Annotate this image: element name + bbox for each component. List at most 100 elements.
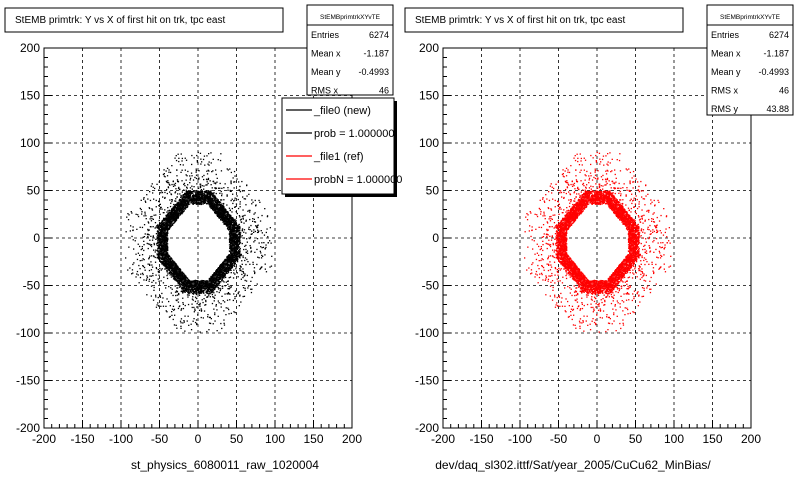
data-point: [226, 268, 228, 270]
data-point: [257, 231, 259, 233]
data-point: [177, 278, 179, 280]
data-point: [254, 221, 256, 223]
data-point: [198, 293, 200, 295]
data-point: [194, 286, 196, 289]
data-point: [218, 291, 220, 294]
data-point: [234, 181, 236, 183]
data-point: [230, 265, 232, 267]
data-point: [159, 256, 161, 258]
data-point: [260, 257, 263, 259]
data-point: [219, 204, 222, 206]
data-point: [233, 272, 235, 274]
data-point: [187, 296, 189, 298]
data-point: [202, 289, 204, 291]
data-point: [175, 265, 177, 267]
data-point: [152, 186, 154, 188]
data-point: [239, 250, 241, 252]
data-point: [177, 283, 179, 285]
data-point: [165, 215, 168, 217]
data-point: [255, 205, 257, 207]
data-point: [211, 285, 213, 287]
data-point: [237, 245, 239, 247]
data-point: [169, 267, 171, 269]
data-point: [196, 195, 198, 197]
data-point: [239, 294, 241, 296]
data-point: [165, 249, 167, 251]
data-point: [247, 210, 249, 212]
data-point: [234, 296, 236, 298]
data-point: [215, 284, 217, 286]
data-point: [242, 196, 244, 198]
data-point: [187, 278, 189, 281]
data-point: [221, 295, 223, 297]
data-point: [230, 286, 232, 288]
data-point: [238, 291, 240, 293]
data-point: [199, 305, 201, 307]
data-point: [149, 275, 151, 277]
data-point: [196, 322, 198, 325]
data-point: [181, 284, 183, 286]
data-point: [180, 196, 182, 198]
data-point: [203, 185, 205, 187]
data-point: [216, 269, 218, 271]
data-point: [196, 193, 199, 195]
data-point: [152, 235, 154, 237]
data-point: [177, 193, 179, 195]
data-point: [176, 264, 178, 267]
data-point: [203, 292, 205, 294]
data-point: [269, 266, 271, 268]
data-point: [169, 274, 171, 276]
data-point: [188, 192, 190, 195]
data-point: [197, 289, 200, 291]
data-point: [137, 252, 139, 254]
data-point: [236, 242, 238, 244]
data-point: [157, 269, 159, 271]
data-point: [209, 287, 211, 289]
data-point: [202, 158, 205, 161]
data-point: [230, 181, 232, 183]
data-point: [180, 194, 182, 197]
data-point: [208, 192, 210, 194]
data-point: [172, 274, 174, 276]
data-point: [168, 300, 170, 303]
data-point: [208, 193, 210, 195]
data-point: [221, 205, 223, 207]
data-point: [138, 282, 140, 284]
data-point: [193, 202, 196, 204]
data-point: [229, 233, 231, 235]
data-point: [225, 216, 228, 218]
data-point: [228, 293, 230, 295]
data-point: [172, 262, 174, 264]
data-point: [205, 286, 207, 288]
data-point: [232, 299, 234, 302]
data-point: [131, 212, 133, 214]
data-point: [202, 194, 204, 196]
data-point: [183, 320, 185, 322]
data-point: [172, 275, 174, 277]
data-point: [162, 221, 165, 223]
data-point: [158, 274, 160, 276]
data-point: [197, 187, 200, 189]
data-point: [174, 157, 176, 159]
data-point: [160, 206, 162, 209]
data-point: [225, 314, 227, 316]
data-point: [245, 220, 247, 222]
data-point: [213, 308, 215, 310]
data-point: [141, 226, 144, 229]
data-point: [208, 291, 211, 293]
data-point: [187, 190, 189, 192]
data-point: [264, 208, 266, 210]
data-point: [159, 238, 162, 241]
data-point: [249, 229, 251, 231]
data-point: [225, 272, 228, 274]
data-point: [196, 191, 199, 193]
data-point: [224, 212, 226, 215]
data-point: [196, 161, 199, 163]
data-point: [148, 257, 150, 259]
data-point: [222, 205, 224, 207]
data-point: [161, 220, 163, 222]
data-point: [239, 242, 241, 245]
data-point: [205, 195, 207, 198]
data-point: [196, 306, 198, 308]
data-point: [176, 196, 178, 198]
